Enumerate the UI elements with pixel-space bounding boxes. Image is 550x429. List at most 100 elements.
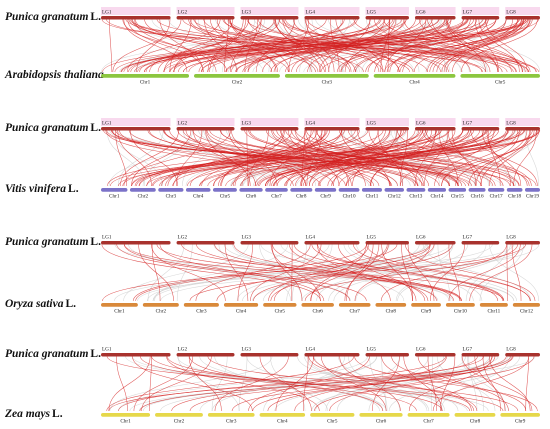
synteny-link <box>148 355 152 412</box>
synteny-link <box>305 18 335 73</box>
bottom-chromosome-bar <box>284 74 369 78</box>
top-chromosome-label: LG3 <box>242 10 252 16</box>
synteny-link <box>119 129 321 187</box>
background-link <box>316 243 429 302</box>
synteny-link <box>131 18 316 73</box>
top-chromosome-bar <box>176 127 235 131</box>
synteny-link <box>422 129 528 187</box>
bottom-chromosome-label: Chr12 <box>520 309 533 315</box>
synteny-link <box>274 129 440 187</box>
synteny-link <box>122 129 442 187</box>
synteny-link <box>399 18 533 73</box>
synteny-link <box>443 18 514 73</box>
synteny-link <box>166 355 320 412</box>
bottom-chromosome-bar <box>129 188 156 192</box>
top-chromosome-label: LG7 <box>463 235 473 241</box>
bottom-chromosome-label: Chr8 <box>386 309 397 315</box>
synteny-link <box>337 243 417 302</box>
synteny-link <box>108 355 151 412</box>
background-link <box>356 243 483 302</box>
bottom-chromosome-label: Chr6 <box>376 419 387 425</box>
top-chromosome-bar <box>461 16 500 20</box>
synteny-link <box>171 355 478 412</box>
species-authority: L. <box>90 11 101 23</box>
synteny-link <box>102 243 431 302</box>
background-link <box>160 243 515 302</box>
species-name: Vitis vinifera <box>5 183 66 195</box>
bottom-chromosome-bar <box>101 188 128 192</box>
synteny-link <box>121 18 497 73</box>
background-link <box>421 18 447 73</box>
background-link <box>439 129 514 187</box>
bottom-chromosome-label: Chr7 <box>423 419 434 425</box>
synteny-link <box>101 243 321 302</box>
top-label-highlight <box>365 7 409 15</box>
bottom-chromosome-bar <box>101 74 190 78</box>
synteny-link <box>469 243 533 302</box>
species-name: Punica granatum <box>5 11 88 23</box>
synteny-link <box>127 18 204 73</box>
top-label-highlight <box>414 118 456 126</box>
synteny-link <box>249 129 482 187</box>
synteny-link <box>280 129 340 187</box>
background-link <box>301 243 527 302</box>
synteny-link <box>447 129 483 187</box>
top-chromosome-label: LG5 <box>367 347 377 353</box>
synteny-link <box>176 129 203 187</box>
synteny-link <box>353 18 478 73</box>
synteny-link <box>172 129 422 187</box>
top-chromosome-label: LG8 <box>506 347 516 353</box>
top-chromosome-label: LG1 <box>102 121 112 127</box>
top-chromosome-bar <box>240 353 299 357</box>
top-chromosome-label: LG4 <box>305 347 315 353</box>
bottom-chromosome-bar <box>445 303 475 307</box>
top-chromosome-bar <box>414 241 456 245</box>
synteny-link <box>295 129 537 187</box>
background-link <box>211 355 228 412</box>
species-authority: L. <box>90 236 101 248</box>
bottom-chromosome-label: Chr8 <box>470 419 481 425</box>
synteny-link <box>408 355 493 412</box>
synteny-link <box>114 18 407 73</box>
synteny-link <box>134 18 289 73</box>
synteny-link <box>397 129 530 187</box>
bottom-chromosome-bar <box>212 188 237 192</box>
top-label-highlight <box>505 118 540 126</box>
synteny-link <box>188 355 222 412</box>
synteny-link <box>355 18 497 73</box>
synteny-link <box>151 355 471 412</box>
top-chromosome-label: LG6 <box>416 347 426 353</box>
bottom-chromosome-label: Chr11 <box>366 194 379 200</box>
bottom-chromosome-label: Chr4 <box>277 419 288 425</box>
bottom-chromosome-bar <box>185 188 211 192</box>
bottom-chromosome-label: Chr4 <box>193 194 204 200</box>
synteny-link <box>117 129 152 187</box>
synteny-link <box>486 129 512 187</box>
synteny-link <box>214 243 437 302</box>
top-label-highlight <box>304 7 360 15</box>
synteny-links <box>106 355 538 412</box>
top-chromosome-label: LG7 <box>463 121 473 127</box>
synteny-link <box>182 129 424 187</box>
synteny-link <box>116 243 351 302</box>
synteny-link <box>288 18 309 73</box>
synteny-link <box>207 18 244 73</box>
synteny-link <box>189 129 360 187</box>
synteny-link <box>488 129 501 187</box>
bottom-chromosome-label: Chr10 <box>454 309 467 315</box>
bottom-chromosome-label: Chr14 <box>430 194 443 200</box>
bottom-chromosome-bar <box>101 413 151 417</box>
background-link <box>135 18 396 73</box>
synteny-link <box>274 18 326 73</box>
synteny-link <box>120 129 179 187</box>
background-link <box>114 243 451 302</box>
synteny-link <box>264 129 510 187</box>
bottom-chromosome-label: Chr1 <box>120 419 131 425</box>
bottom-chromosome-bar <box>158 188 184 192</box>
background-link <box>151 18 316 73</box>
synteny-link <box>193 18 537 73</box>
synteny-link <box>161 129 314 187</box>
bottom-chromosome-label: Chr7 <box>350 309 361 315</box>
top-chromosome-bar <box>176 16 235 20</box>
synteny-link <box>448 243 460 302</box>
